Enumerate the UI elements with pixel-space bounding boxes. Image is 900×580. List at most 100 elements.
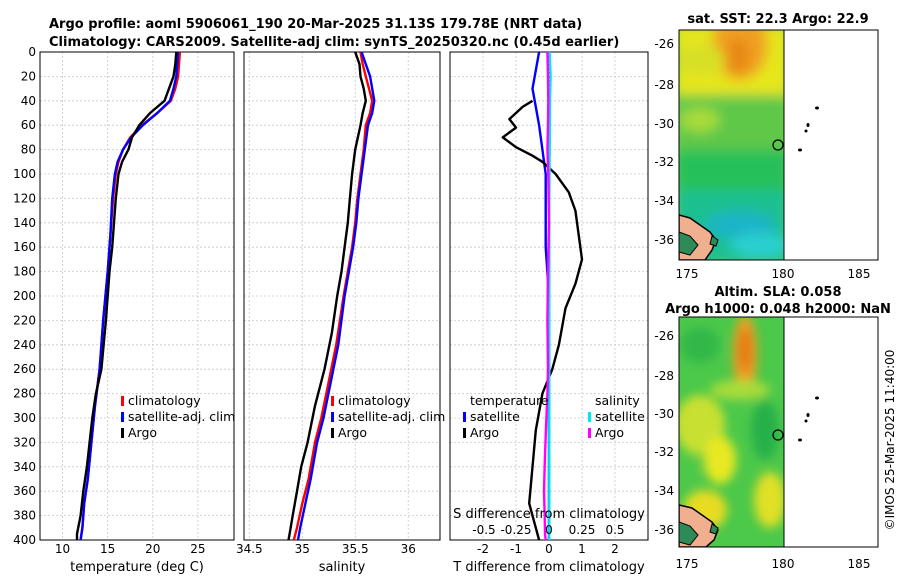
temperature-axes-frame [39,51,235,541]
s-difference-tick-labels: -0.5 -0.25 0 0.25 0.5 [472,523,624,537]
x-tick-label: 2 [611,542,619,556]
legend-label-climatology: climatology [128,393,201,408]
legend-swatch-satellite [121,412,124,422]
temperature-panel: 0 20 40 60 80 100 120 140 160 180 200 220 240 260 280 3… [13,45,235,575]
salinity-lines [287,51,376,541]
difference-panel: -2 -1 0 1 2 T difference from climatology S … [449,51,649,575]
y-tick-label: 80 [21,143,36,157]
y-tick-label: 160 [13,240,36,254]
lon-tick-label: 175 [676,557,699,571]
argo-location-marker [772,139,784,151]
s-tick-label: 0.25 [569,523,596,537]
y-tick-label: 300 [13,411,36,425]
temperature-xlabel: temperature (deg C) [70,560,204,575]
x-tick-label: 10 [55,542,70,556]
y-tick-label: 220 [13,313,36,327]
islands [798,396,819,442]
temperature-legend: climatology satellite-adj. clim Argo [121,393,235,440]
difference-xlabel: T difference from climatology [452,560,645,575]
lat-tick-label: -28 [654,78,674,92]
x-tick-label: 15 [100,542,115,556]
y-tick-label: 340 [13,460,36,474]
temperature-tick-labels: 10 15 20 25 [55,542,206,556]
s-difference-label: S difference from climatology [453,507,645,522]
argo-location-marker [772,429,784,441]
legend-swatch-s-satellite [588,412,591,422]
series-line-satellite-adj-clim [296,51,376,541]
legend-header-salinity: salinity [595,393,640,408]
legend-label-argo: Argo [128,425,157,440]
legend-swatch-climatology [121,396,124,406]
depth-tick-labels: 0 20 40 60 80 100 120 140 160 180 200 220 240 260 280 3… [13,45,36,547]
lat-tick-label: -28 [654,369,674,383]
sla-lat-tick-labels: -26 -28 -30 -32 -34 -36 [654,329,674,537]
difference-legend: temperature salinity satellite Argo sate… [463,393,645,440]
legend-swatch-climatology [331,396,334,406]
lat-tick-label: -26 [654,329,674,343]
y-tick-label: 360 [13,484,36,498]
y-tick-label: 20 [21,69,36,83]
y-tick-label: 400 [13,533,36,547]
legend-swatch-t-argo [463,428,466,438]
difference-lines [501,51,584,541]
x-tick-label: -1 [510,542,522,556]
y-tick-label: 260 [13,362,36,376]
legend-label-s-satellite: satellite [595,409,645,424]
y-tick-label: 120 [13,191,36,205]
legend-swatch-s-argo [588,428,591,438]
x-tick-label: 35 [295,542,310,556]
y-tick-label: 0 [28,45,36,59]
lon-tick-label: 180 [772,267,795,281]
islands [798,106,819,152]
x-tick-label: 34.5 [236,542,263,556]
lon-tick-label: 180 [772,557,795,571]
lat-tick-label: -36 [654,233,674,247]
sst-heatmap [679,30,784,260]
lat-tick-label: -26 [654,37,674,51]
lat-tick-label: -34 [654,484,674,498]
sla-heatmap [679,317,784,547]
legend-swatch-argo [331,428,334,438]
x-tick-label: 36 [401,542,416,556]
sst-map-panel: sat. SST: 22.3 Argo: 22.9 [654,12,879,281]
sla-map-axes [678,316,879,548]
title-line2: Climatology: CARS2009. Satellite-adj cli… [49,35,619,50]
legend-label-climatology: climatology [338,393,411,408]
legend-label-satellite: satellite-adj. clim [338,409,445,424]
imos-timestamp: ©IMOS 25-Mar-2025 11:40:00 [883,350,897,531]
salinity-axes-frame [243,51,441,541]
sst-map-title: sat. SST: 22.3 Argo: 22.9 [687,12,868,27]
lat-tick-label: -32 [654,445,674,459]
legend-swatch-t-satellite [463,412,466,422]
lat-tick-label: -30 [654,407,674,421]
salinity-grid [244,51,440,541]
legend-label-t-argo: Argo [470,425,499,440]
difference-tick-labels: -2 -1 0 1 2 [477,542,619,556]
y-tick-label: 200 [13,289,36,303]
lon-tick-label: 185 [848,267,871,281]
y-tick-label: 40 [21,94,36,108]
lat-tick-label: -34 [654,194,674,208]
y-tick-label: 280 [13,387,36,401]
sst-lat-tick-labels: -26 -28 -30 -32 -34 -36 [654,37,674,247]
title-line1: Argo profile: aoml 5906061_190 20-Mar-20… [49,17,582,32]
legend-swatch-satellite [331,412,334,422]
salinity-panel: 34.5 35 35.5 36 salinity climatology satell… [236,51,445,575]
lat-tick-label: -30 [654,117,674,131]
series-line-argo [287,51,367,541]
y-tick-label: 320 [13,435,36,449]
series-line-s-argo [542,51,551,541]
lon-tick-label: 175 [676,267,699,281]
x-tick-label: 0 [545,542,553,556]
series-line-argo [75,51,178,540]
legend-label-t-satellite: satellite [470,409,520,424]
lat-tick-label: -36 [654,523,674,537]
legend-label-satellite: satellite-adj. clim [128,409,235,424]
legend-swatch-argo [121,428,124,438]
temperature-lines [75,51,182,541]
series-line-s-satellite [548,51,552,540]
lat-tick-label: -32 [654,155,674,169]
y-tick-label: 180 [13,265,36,279]
series-line-satellite-adj-clim [79,51,180,541]
